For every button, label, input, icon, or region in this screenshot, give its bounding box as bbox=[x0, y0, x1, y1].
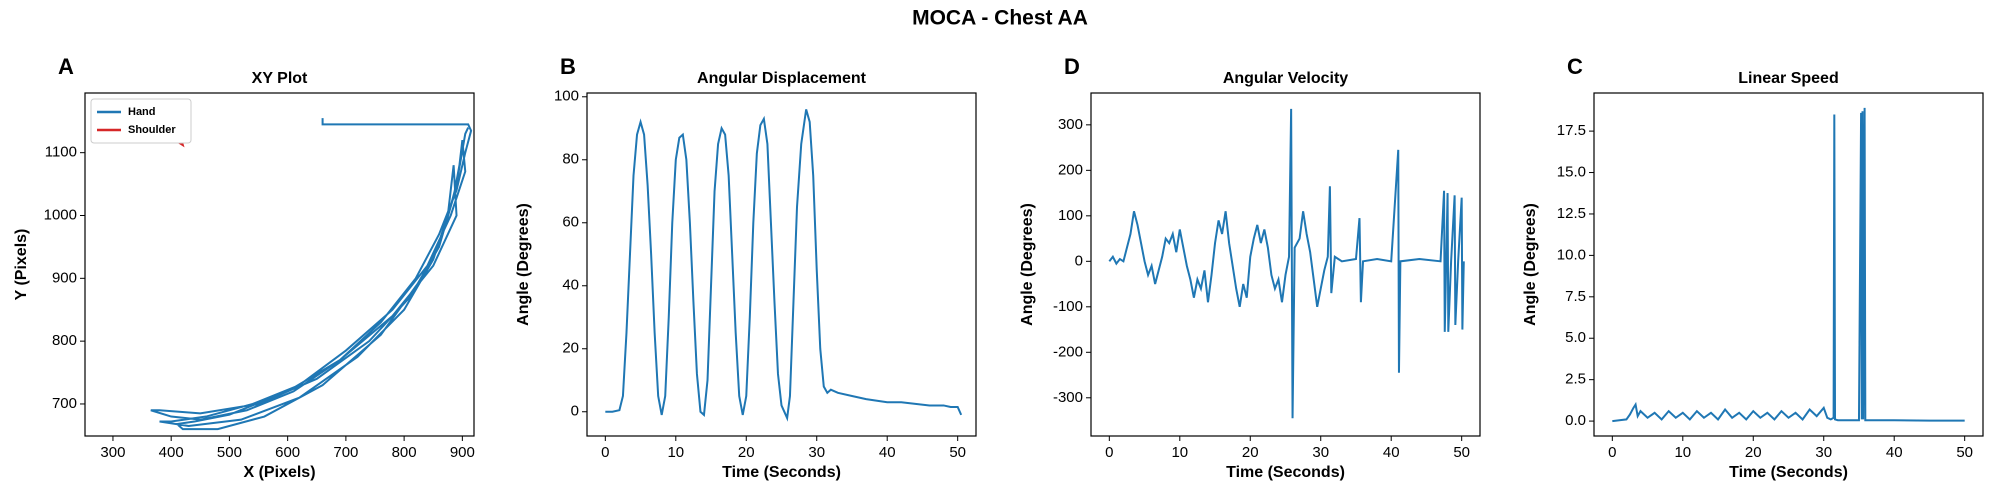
y-tick-label: 10.0 bbox=[1557, 246, 1586, 263]
data-line bbox=[1108, 108, 1465, 419]
y-tick-label: 0 bbox=[1075, 252, 1083, 269]
y-tick-label: 700 bbox=[52, 395, 77, 412]
y-tick-label: -100 bbox=[1053, 298, 1083, 315]
y-tick-label: 17.5 bbox=[1557, 122, 1586, 139]
x-tick-label: 20 bbox=[1745, 444, 1762, 461]
y-tick-label: 100 bbox=[554, 88, 579, 105]
panel-label: C bbox=[1567, 54, 1583, 79]
x-tick-label: 500 bbox=[217, 444, 242, 461]
y-tick-label: -200 bbox=[1053, 343, 1083, 360]
x-tick-label: 30 bbox=[808, 444, 825, 461]
x-tick-label: 50 bbox=[1453, 444, 1470, 461]
plot-area bbox=[1593, 92, 1984, 437]
subplot-title: Angular Displacement bbox=[697, 70, 867, 87]
x-tick-label: 30 bbox=[1815, 444, 1832, 461]
x-tick-label: 400 bbox=[159, 444, 184, 461]
x-tick-label: 0 bbox=[1105, 444, 1113, 461]
x-tick-label: 40 bbox=[879, 444, 896, 461]
subplot-title: XY Plot bbox=[252, 70, 308, 87]
y-tick-label: 2.5 bbox=[1565, 371, 1586, 388]
legend-box bbox=[90, 98, 192, 144]
y-tick-label: 100 bbox=[1058, 207, 1083, 224]
subplot-title: Angular Velocity bbox=[1223, 70, 1348, 87]
y-axis-label: Angle (Degrees) bbox=[515, 203, 532, 326]
y-tick-label: 1100 bbox=[45, 144, 77, 161]
plot-area bbox=[1090, 92, 1481, 437]
panel-label: D bbox=[1064, 54, 1080, 79]
subplot-title: Linear Speed bbox=[1738, 70, 1838, 87]
x-tick-label: 0 bbox=[601, 444, 609, 461]
data-line bbox=[150, 118, 473, 431]
x-tick-label: 50 bbox=[949, 444, 966, 461]
y-axis-label: Y (Pixels) bbox=[13, 229, 30, 301]
x-axis-label: Time (Seconds) bbox=[1729, 464, 1848, 481]
y-tick-label: 7.5 bbox=[1565, 288, 1586, 305]
plot-area bbox=[84, 92, 475, 437]
x-tick-label: 40 bbox=[1383, 444, 1400, 461]
y-tick-label: 5.0 bbox=[1565, 329, 1586, 346]
data-line bbox=[605, 109, 963, 422]
y-axis-label: Angle (Degrees) bbox=[1522, 203, 1539, 326]
y-tick-label: 15.0 bbox=[1557, 164, 1586, 181]
y-tick-label: 900 bbox=[52, 269, 77, 286]
x-tick-label: 10 bbox=[667, 444, 684, 461]
y-tick-label: 20 bbox=[562, 340, 579, 357]
y-tick-label: 0 bbox=[571, 403, 579, 420]
x-axis-label: Time (Seconds) bbox=[722, 464, 841, 481]
legend-label: Hand bbox=[128, 106, 156, 118]
x-tick-label: 800 bbox=[392, 444, 417, 461]
x-tick-label: 20 bbox=[738, 444, 755, 461]
x-tick-label: 900 bbox=[450, 444, 475, 461]
y-tick-label: 0.0 bbox=[1565, 412, 1586, 429]
legend-label: Shoulder bbox=[128, 124, 176, 136]
y-tick-label: 1000 bbox=[44, 206, 77, 223]
x-tick-label: 300 bbox=[100, 444, 125, 461]
data-line bbox=[1612, 107, 1965, 423]
y-tick-label: 300 bbox=[1058, 116, 1083, 133]
x-axis-label: Time (Seconds) bbox=[1226, 464, 1345, 481]
x-tick-label: 40 bbox=[1886, 444, 1903, 461]
y-tick-label: 80 bbox=[562, 151, 579, 168]
x-axis-label: X (Pixels) bbox=[243, 464, 315, 481]
x-tick-label: 10 bbox=[1171, 444, 1188, 461]
x-tick-label: 20 bbox=[1242, 444, 1259, 461]
y-tick-label: 800 bbox=[52, 332, 77, 349]
y-tick-label: 60 bbox=[562, 214, 579, 231]
y-tick-label: 12.5 bbox=[1557, 205, 1586, 222]
panel-label: B bbox=[560, 54, 576, 79]
y-axis-label: Angle (Degrees) bbox=[1019, 203, 1036, 326]
x-tick-label: 50 bbox=[1956, 444, 1973, 461]
x-tick-label: 700 bbox=[333, 444, 358, 461]
x-tick-label: 30 bbox=[1312, 444, 1329, 461]
x-tick-label: 0 bbox=[1608, 444, 1616, 461]
x-tick-label: 10 bbox=[1674, 444, 1691, 461]
x-tick-label: 600 bbox=[275, 444, 300, 461]
panel-label: A bbox=[58, 54, 74, 79]
y-tick-label: 200 bbox=[1058, 161, 1083, 178]
y-tick-label: 40 bbox=[562, 277, 579, 294]
figure-title: MOCA - Chest AA bbox=[912, 7, 1088, 30]
y-tick-label: -300 bbox=[1053, 389, 1083, 406]
